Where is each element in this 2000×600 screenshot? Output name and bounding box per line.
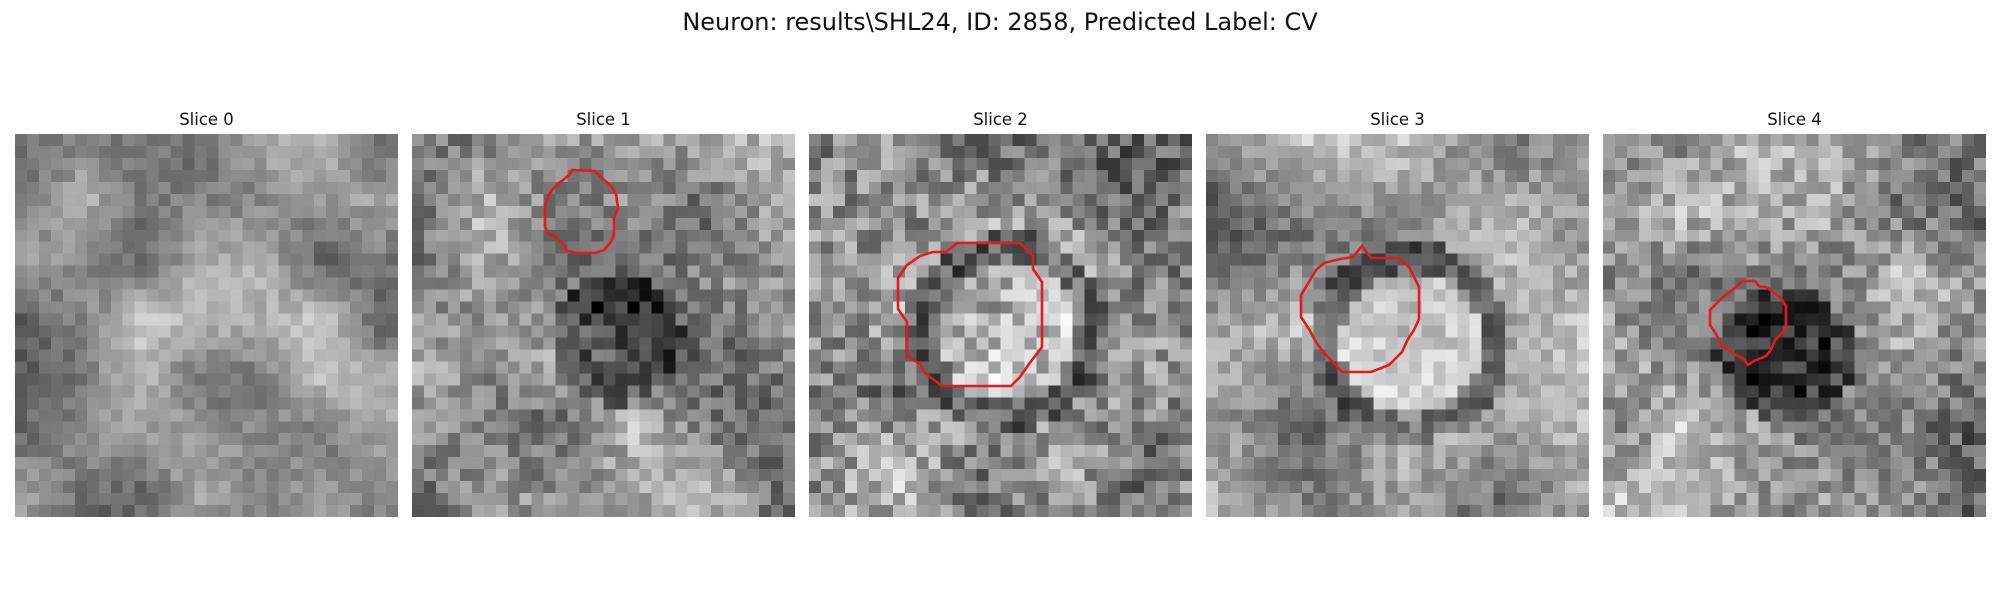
roi-overlay [1299,243,1421,374]
em-slice-image [1206,134,1589,517]
slice-title: Slice 4 [1767,110,1822,129]
figure-title: Neuron: results\SHL24, ID: 2858, Predict… [682,8,1318,36]
roi-overlay [15,134,398,517]
slice-title: Slice 2 [973,110,1028,129]
slice-title: Slice 3 [1370,110,1425,129]
roi-overlay [1708,279,1788,367]
em-slice-image [15,134,398,517]
em-slice-image [809,134,1192,517]
em-slice-image [1603,134,1986,517]
roi-contour [896,241,1044,388]
em-slice-image [412,134,795,517]
roi-contour [1708,279,1788,367]
roi-overlay [896,241,1044,388]
slice-title: Slice 1 [576,110,631,129]
roi-contour [543,168,620,255]
roi-contour [1299,243,1421,374]
slice-title: Slice 0 [179,110,234,129]
roi-overlay [543,168,620,255]
